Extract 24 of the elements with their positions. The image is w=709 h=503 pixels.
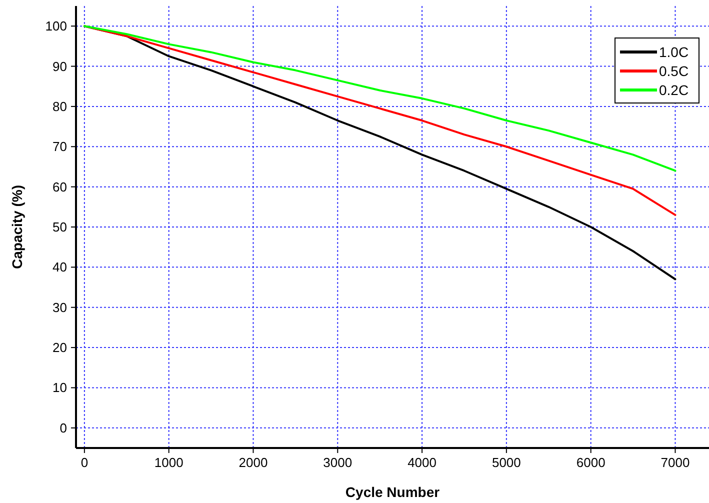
y-tick-label: 70 [52, 139, 67, 154]
x-tick-label: 2000 [238, 455, 268, 470]
x-tick-label: 0 [80, 455, 88, 470]
y-tick-label: 10 [52, 380, 67, 396]
x-tick-label: 5000 [492, 455, 521, 470]
y-tick-label: 80 [52, 98, 67, 114]
x-tick-label: 3000 [323, 455, 352, 470]
y-tick-label: 0 [60, 420, 67, 436]
y-tick-label: 30 [52, 300, 67, 315]
x-tick-label: 7000 [660, 455, 690, 470]
y-axis-title: Capacity (%) [9, 184, 25, 270]
x-axis-title: Cycle Number [345, 484, 440, 500]
x-tick-label: 6000 [576, 455, 606, 470]
x-tick-label: 1000 [154, 455, 184, 470]
y-tick-label: 90 [52, 58, 67, 74]
legend-label: 1.0C [659, 44, 689, 60]
legend-label: 0.2C [659, 82, 689, 98]
y-tick-label: 60 [52, 179, 67, 194]
y-tick-label: 40 [52, 260, 67, 275]
legend-label: 0.5C [659, 63, 689, 79]
x-tick-label: 4000 [408, 455, 436, 470]
y-tick-label: 50 [52, 220, 67, 234]
y-tick-label: 20 [52, 340, 67, 356]
y-tick-label: 100 [45, 18, 67, 34]
